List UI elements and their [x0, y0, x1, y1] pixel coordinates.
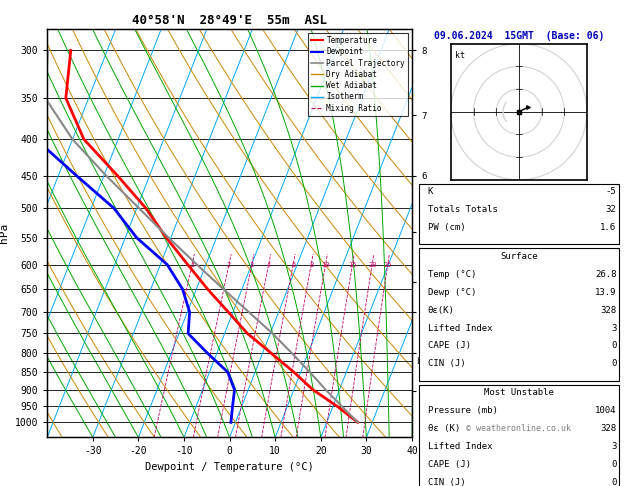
Text: 3: 3	[250, 261, 254, 268]
Text: 3: 3	[611, 324, 616, 332]
Text: K: K	[428, 187, 433, 196]
Text: 25: 25	[384, 261, 392, 268]
Text: 10: 10	[321, 261, 330, 268]
Text: Dewp (°C): Dewp (°C)	[428, 288, 476, 296]
Text: 0: 0	[611, 360, 616, 368]
Text: 20: 20	[368, 261, 377, 268]
Text: 328: 328	[600, 306, 616, 314]
Title: 40°58'N  28°49'E  55m  ASL: 40°58'N 28°49'E 55m ASL	[132, 14, 327, 27]
Text: Lifted Index: Lifted Index	[428, 442, 492, 451]
Text: 32: 32	[606, 205, 616, 214]
Text: 1: 1	[190, 261, 194, 268]
Text: 328: 328	[600, 424, 616, 433]
Text: PW (cm): PW (cm)	[428, 223, 465, 232]
Text: CIN (J): CIN (J)	[428, 360, 465, 368]
Text: -5: -5	[606, 187, 616, 196]
Text: 1004: 1004	[595, 406, 616, 415]
Text: Most Unstable: Most Unstable	[484, 388, 554, 397]
Text: LCL: LCL	[416, 357, 431, 365]
Text: 26.8: 26.8	[595, 270, 616, 278]
Text: CIN (J): CIN (J)	[428, 478, 465, 486]
Text: 0: 0	[611, 478, 616, 486]
Text: © weatheronline.co.uk: © weatheronline.co.uk	[467, 424, 571, 434]
Text: 6: 6	[291, 261, 296, 268]
Text: Temp (°C): Temp (°C)	[428, 270, 476, 278]
Text: θε(K): θε(K)	[428, 306, 455, 314]
Text: Surface: Surface	[500, 252, 538, 260]
X-axis label: Dewpoint / Temperature (°C): Dewpoint / Temperature (°C)	[145, 462, 314, 472]
Legend: Temperature, Dewpoint, Parcel Trajectory, Dry Adiabat, Wet Adiabat, Isotherm, Mi: Temperature, Dewpoint, Parcel Trajectory…	[308, 33, 408, 116]
Text: kt: kt	[455, 51, 465, 60]
Text: Lifted Index: Lifted Index	[428, 324, 492, 332]
Text: 09.06.2024  15GMT  (Base: 06): 09.06.2024 15GMT (Base: 06)	[434, 31, 604, 41]
Y-axis label: km
ASL: km ASL	[429, 225, 451, 242]
Text: 15: 15	[348, 261, 357, 268]
Text: 13.9: 13.9	[595, 288, 616, 296]
FancyBboxPatch shape	[420, 385, 618, 486]
Text: Pressure (mb): Pressure (mb)	[428, 406, 498, 415]
Text: 2: 2	[227, 261, 231, 268]
Text: CAPE (J): CAPE (J)	[428, 342, 470, 350]
Text: θε (K): θε (K)	[428, 424, 460, 433]
FancyBboxPatch shape	[420, 184, 618, 244]
Y-axis label: hPa: hPa	[0, 223, 9, 243]
Text: CAPE (J): CAPE (J)	[428, 460, 470, 469]
FancyBboxPatch shape	[420, 248, 618, 381]
Text: Totals Totals: Totals Totals	[428, 205, 498, 214]
Text: 1.6: 1.6	[600, 223, 616, 232]
Text: 8: 8	[309, 261, 313, 268]
Text: 0: 0	[611, 460, 616, 469]
Text: 0: 0	[611, 342, 616, 350]
Text: 4: 4	[267, 261, 271, 268]
Text: 3: 3	[611, 442, 616, 451]
